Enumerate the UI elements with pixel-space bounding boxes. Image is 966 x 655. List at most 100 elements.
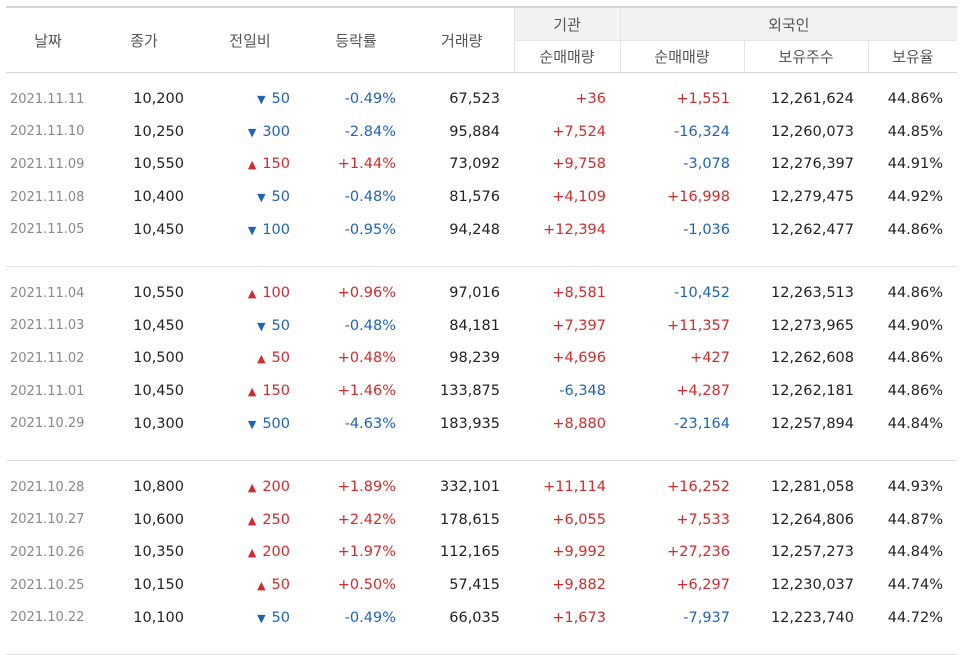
change-value: 50 bbox=[271, 189, 290, 206]
table-row: 2021.10.26 10,350 ▲ 200 +1.97% 112,165 +9,992 +… bbox=[6, 536, 957, 569]
cell-institution-net: +8,581 bbox=[552, 285, 606, 302]
cell-institution-net: +12,394 bbox=[543, 221, 606, 238]
cell-rate: -4.63% bbox=[344, 415, 396, 432]
cell-date: 2021.11.10 bbox=[10, 124, 85, 140]
table-row: 2021.11.01 10,450 ▲ 150 +1.46% 133,875 -6,348 +… bbox=[6, 375, 957, 408]
cell-foreign-net: +16,252 bbox=[667, 479, 730, 496]
cell-ratio: 44.86% bbox=[887, 91, 944, 108]
cell-change: ▼ 50 bbox=[198, 310, 302, 343]
cell-institution-net: +1,673 bbox=[552, 609, 606, 626]
cell-volume: 133,875 bbox=[440, 383, 500, 400]
cell-holdings: 12,263,513 bbox=[770, 285, 854, 302]
cell-date: 2021.11.09 bbox=[10, 156, 85, 172]
triangle-down-icon: ▼ bbox=[257, 93, 266, 107]
header-volume: 거래량 bbox=[410, 6, 514, 73]
cell-institution-net: +4,109 bbox=[552, 189, 606, 206]
cell-foreign-net: +7,533 bbox=[676, 511, 730, 528]
cell-rate: +2.42% bbox=[337, 511, 396, 528]
change-value: 50 bbox=[271, 350, 290, 367]
table-row: 2021.11.09 10,550 ▲ 150 +1.44% 73,092 +9,758 -3… bbox=[6, 148, 957, 181]
cell-holdings: 12,223,740 bbox=[770, 609, 854, 626]
cell-foreign-net: -1,036 bbox=[683, 221, 730, 238]
cell-holdings: 12,260,073 bbox=[770, 123, 854, 140]
change-value: 200 bbox=[262, 479, 290, 496]
cell-institution-net: +9,992 bbox=[552, 544, 606, 561]
cell-institution-net: +36 bbox=[575, 91, 606, 108]
cell-rate: -0.48% bbox=[344, 189, 396, 206]
table-row: 2021.10.28 10,800 ▲ 200 +1.89% 332,101 +11,114… bbox=[6, 471, 957, 504]
cell-date: 2021.10.25 bbox=[10, 577, 85, 593]
cell-rate: +0.48% bbox=[337, 350, 396, 367]
cell-ratio: 44.72% bbox=[887, 609, 944, 626]
cell-foreign-net: -7,937 bbox=[683, 609, 730, 626]
cell-volume: 98,239 bbox=[449, 350, 500, 367]
cell-volume: 332,101 bbox=[440, 479, 500, 496]
cell-holdings: 12,279,475 bbox=[770, 189, 854, 206]
cell-rate: +1.89% bbox=[337, 479, 396, 496]
cell-date: 2021.10.26 bbox=[10, 544, 85, 560]
cell-rate: -0.49% bbox=[344, 609, 396, 626]
change-value: 50 bbox=[271, 609, 290, 626]
cell-date: 2021.11.11 bbox=[10, 91, 85, 107]
table-row: 2021.11.02 10,500 ▲ 50 +0.48% 98,239 +4,696 +42… bbox=[6, 342, 957, 375]
spacer-row bbox=[6, 266, 957, 277]
cell-foreign-net: +4,287 bbox=[676, 383, 730, 400]
cell-holdings: 12,281,058 bbox=[770, 479, 854, 496]
cell-change: ▲ 250 bbox=[198, 504, 302, 537]
cell-foreign-net: +11,357 bbox=[667, 317, 730, 334]
stock-trading-table-panel: 날짜 종가 전일비 등락률 거래량 기관 외국인 순매매량 순매매량 보유주수 … bbox=[6, 6, 958, 655]
cell-change: ▲ 200 bbox=[198, 471, 302, 504]
cell-close: 10,350 bbox=[133, 544, 184, 561]
cell-change: ▲ 50 bbox=[198, 569, 302, 602]
cell-ratio: 44.85% bbox=[887, 123, 944, 140]
cell-rate: +0.96% bbox=[337, 285, 396, 302]
table-row: 2021.11.10 10,250 ▼ 300 -2.84% 95,884 +7,524 -1… bbox=[6, 116, 957, 149]
triangle-down-icon: ▼ bbox=[257, 611, 266, 625]
header-ratio: 보유율 bbox=[867, 40, 958, 73]
cell-institution-net: +6,055 bbox=[552, 511, 606, 528]
cell-date: 2021.11.01 bbox=[10, 383, 85, 399]
cell-institution-net: +11,114 bbox=[543, 479, 606, 496]
cell-holdings: 12,261,624 bbox=[770, 91, 854, 108]
cell-change: ▼ 50 bbox=[198, 83, 302, 116]
change-value: 150 bbox=[262, 383, 290, 400]
cell-rate: +0.50% bbox=[337, 577, 396, 594]
cell-ratio: 44.84% bbox=[887, 415, 944, 432]
change-value: 50 bbox=[271, 91, 290, 108]
cell-volume: 95,884 bbox=[449, 123, 500, 140]
cell-ratio: 44.93% bbox=[887, 479, 944, 496]
cell-change: ▼ 500 bbox=[198, 407, 302, 440]
cell-ratio: 44.87% bbox=[887, 511, 944, 528]
cell-close: 10,450 bbox=[133, 317, 184, 334]
triangle-down-icon: ▼ bbox=[247, 125, 257, 139]
cell-close: 10,150 bbox=[133, 577, 184, 594]
cell-ratio: 44.91% bbox=[887, 156, 944, 173]
header-change: 전일비 bbox=[198, 6, 302, 73]
change-value: 200 bbox=[262, 544, 290, 561]
cell-date: 2021.11.08 bbox=[10, 189, 85, 205]
triangle-up-icon: ▲ bbox=[247, 287, 257, 301]
table-row: 2021.10.29 10,300 ▼ 500 -4.63% 183,935 +8,880 -… bbox=[6, 407, 957, 440]
table-row: 2021.11.08 10,400 ▼ 50 -0.48% 81,576 +4,109 +16… bbox=[6, 181, 957, 214]
cell-institution-net: -6,348 bbox=[559, 383, 606, 400]
cell-volume: 81,576 bbox=[449, 189, 500, 206]
cell-rate: +1.97% bbox=[337, 544, 396, 561]
cell-change: ▼ 50 bbox=[198, 601, 302, 634]
cell-date: 2021.10.29 bbox=[10, 416, 85, 432]
table-header: 날짜 종가 전일비 등락률 거래량 기관 외국인 순매매량 순매매량 보유주수 … bbox=[6, 6, 958, 73]
cell-rate: +1.46% bbox=[337, 383, 396, 400]
table-body: 2021.11.11 10,200 ▼ 50 -0.49% 67,523 +36 +1,551… bbox=[6, 73, 958, 655]
cell-date: 2021.11.02 bbox=[10, 350, 85, 366]
spacer-row bbox=[6, 460, 957, 471]
triangle-down-icon: ▼ bbox=[247, 417, 257, 431]
cell-foreign-net: -23,164 bbox=[674, 415, 730, 432]
cell-ratio: 44.86% bbox=[887, 285, 944, 302]
table-row: 2021.11.03 10,450 ▼ 50 -0.48% 84,181 +7,397 +11… bbox=[6, 310, 957, 343]
triangle-up-icon: ▲ bbox=[247, 546, 257, 560]
cell-volume: 178,615 bbox=[440, 511, 500, 528]
cell-close: 10,450 bbox=[133, 221, 184, 238]
triangle-up-icon: ▲ bbox=[247, 385, 257, 399]
change-value: 500 bbox=[262, 415, 290, 432]
cell-institution-net: +4,696 bbox=[552, 350, 606, 367]
cell-volume: 183,935 bbox=[440, 415, 500, 432]
